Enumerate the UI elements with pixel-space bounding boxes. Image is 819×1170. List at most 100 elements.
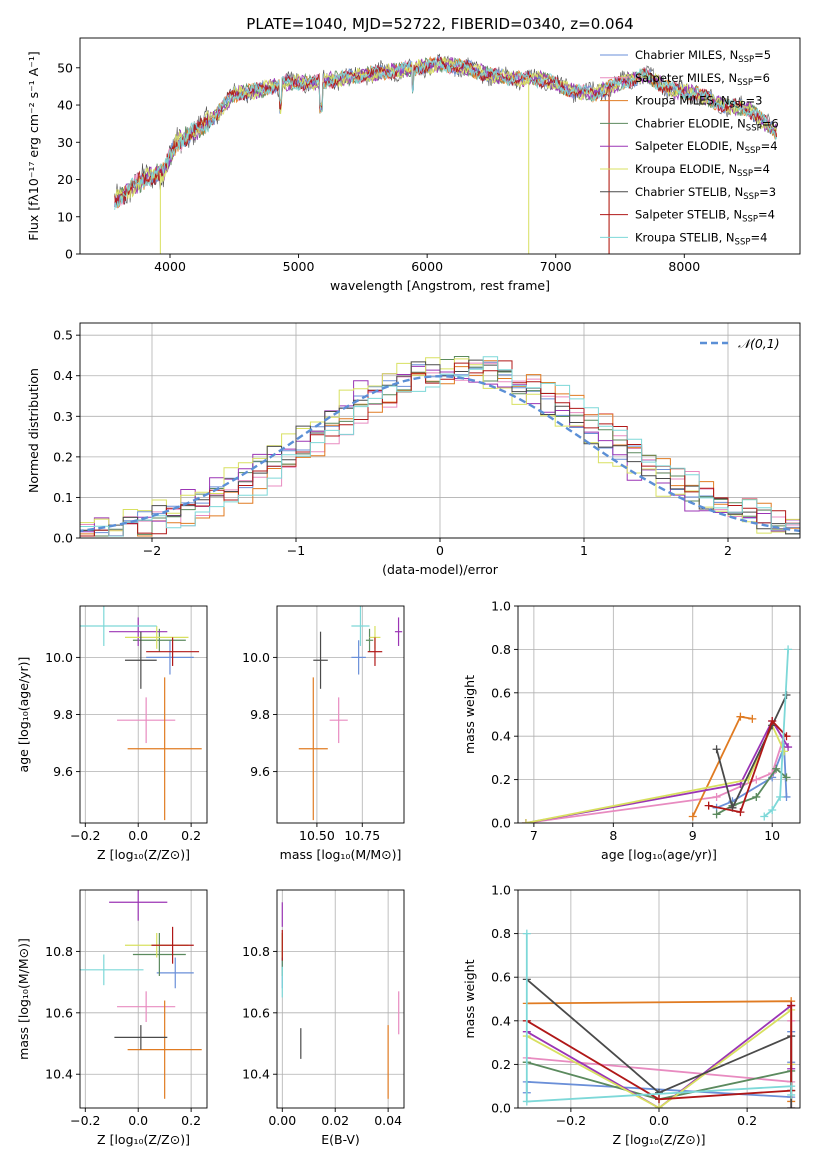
y-tick-label: 0.0: [491, 816, 511, 831]
weight-marker: [784, 645, 793, 654]
weight-marker: [748, 714, 757, 723]
x-tick-label: 0.0: [649, 1113, 669, 1128]
weight-marker: [752, 792, 761, 801]
y-tick-label: 10: [57, 209, 73, 224]
errorbars: [80, 890, 202, 1099]
x-tick-label: 8000: [668, 259, 700, 274]
weight-marker: [782, 773, 791, 782]
x-tick-label: 0.0: [128, 1113, 148, 1128]
y-tick-label: 10.8: [45, 944, 73, 959]
weight-marker: [768, 805, 777, 814]
y-axis-label: mass weight: [462, 959, 477, 1038]
y-tick-label: 0.6: [491, 685, 511, 700]
legend-label: Salpeter ELODIE, NSSP=4: [635, 139, 778, 156]
y-tick-label: 0.4: [491, 729, 511, 744]
y-tick-label: 10.6: [242, 1005, 270, 1020]
weight-marker: [712, 745, 721, 754]
weight-marker: [704, 801, 713, 810]
y-tick-label: 0.4: [53, 368, 73, 383]
weight-marker: [522, 1097, 531, 1106]
weight-series-7: [526, 1005, 793, 1101]
weight-marker: [787, 1104, 796, 1108]
errorbars: [80, 606, 202, 821]
weight-marker: [712, 792, 721, 801]
legend-label: Kroupa ELODIE, NSSP=4: [635, 162, 770, 179]
y-tick-label: 0.6: [491, 970, 511, 985]
x-tick-label: 8: [609, 828, 617, 843]
x-axis-label: (data-model)/error: [382, 562, 499, 577]
y-axis-label: Flux [fλ10⁻¹⁷ erg cm⁻² s⁻¹ A⁻¹]: [26, 51, 41, 240]
weight-marker: [760, 812, 769, 821]
weight-marker: [522, 929, 531, 938]
y-tick-label: 0.2: [491, 772, 511, 787]
x-tick-label: 6000: [411, 259, 443, 274]
legend-label: Kroupa MILES, NSSP=3: [635, 94, 762, 111]
y-tick-label: 0.2: [53, 449, 73, 464]
weight-marker: [780, 747, 789, 756]
x-axis-label: Z [log₁₀(Z/Z⊙)]: [97, 1132, 190, 1147]
weight-marker: [655, 1095, 663, 1104]
residuals-panel: −2 −1 0 1 2 0.0 0.1 0.2 0.3 0.4 0.5 (data-model)/er…: [26, 322, 801, 577]
y-tick-label: 0.5: [53, 328, 73, 343]
mass-vs-Z-panel: −0.2 0.0 0.2 10.4 10.6 10.8 Z [log₁₀(Z/Z⊙)] mas…: [16, 889, 208, 1147]
y-tick-label: 0.3: [53, 409, 73, 424]
weight-series-4: [525, 719, 789, 823]
legend-label: Chabrier STELIB, NSSP=3: [635, 185, 776, 202]
weight-marker: [688, 812, 697, 821]
legend-label: Chabrier MILES, NSSP=5: [635, 48, 771, 65]
chart-title: PLATE=1040, MJD=52722, FIBERID=0340, z=0…: [246, 15, 633, 33]
y-tick-label: 10.4: [45, 1067, 73, 1082]
x-tick-label: 0: [436, 543, 444, 558]
age-vs-Z-panel: −0.2 0.0 0.2 9.6 9.8 10.0 Z [log₁₀(Z/Z⊙)] age […: [16, 605, 208, 862]
legend-label: Salpeter STELIB, NSSP=4: [635, 208, 775, 225]
weight-lines: [521, 645, 793, 823]
x-tick-label: 4000: [154, 259, 186, 274]
weight-marker: [784, 743, 793, 752]
y-tick-label: 1.0: [491, 883, 511, 898]
spectrum-lines: [114, 53, 778, 254]
x-tick-label: 0.04: [374, 1113, 402, 1128]
histogram-series-8: [80, 356, 800, 537]
weight-marker: [655, 1104, 663, 1108]
x-tick-label: −0.2: [556, 1113, 586, 1128]
weight-series-8: [763, 649, 789, 818]
normal-curve: [80, 374, 800, 533]
y-tick-label: 10.8: [242, 944, 270, 959]
x-tick-label: 0.2: [181, 828, 201, 843]
weight-marker: [787, 1001, 796, 1010]
weight-series-7: [708, 719, 788, 814]
y-tick-label: 9.8: [53, 707, 73, 722]
x-tick-label: 7: [530, 828, 538, 843]
histogram-series-7: [80, 360, 800, 537]
x-axis-label: mass [log₁₀(M/M⊙)]: [280, 847, 402, 862]
y-tick-label: 50: [57, 60, 73, 75]
weight-marker: [787, 1090, 796, 1099]
weight-lines: [522, 929, 796, 1108]
x-tick-label: 5000: [283, 259, 315, 274]
x-tick-label: 7000: [540, 259, 572, 274]
errorbars: [281, 902, 400, 1099]
y-tick-label: 9.8: [250, 707, 270, 722]
x-tick-label: 0.0: [128, 828, 148, 843]
y-axis-label: Normed distribution: [26, 368, 41, 493]
y-tick-label: 0.4: [491, 1013, 511, 1028]
x-axis-label: E(B-V): [321, 1132, 360, 1147]
y-axis-label: mass [log₁₀(M/M⊙)]: [16, 938, 31, 1060]
legend-label: Kroupa STELIB, NSSP=4: [635, 230, 767, 247]
weight-marker: [736, 808, 745, 817]
x-tick-label: −1: [287, 543, 305, 558]
weight-marker: [752, 775, 761, 784]
y-tick-label: 30: [57, 135, 73, 150]
y-tick-label: 10.6: [45, 1005, 73, 1020]
weight-marker: [787, 1082, 796, 1091]
x-axis-label: age [log₁₀(age/yr)]: [601, 847, 717, 862]
x-axis-label: Z [log₁₀(Z/Z⊙)]: [97, 847, 190, 862]
x-axis-label: wavelength [Angstrom, rest frame]: [330, 278, 550, 293]
y-axis-label: mass weight: [462, 675, 477, 754]
spectrum-series-5: [114, 56, 778, 199]
x-tick-label: 10.75: [344, 828, 380, 843]
weight-marker: [736, 712, 745, 721]
y-tick-label: 0.8: [491, 926, 511, 941]
x-tick-label: −0.2: [70, 828, 100, 843]
